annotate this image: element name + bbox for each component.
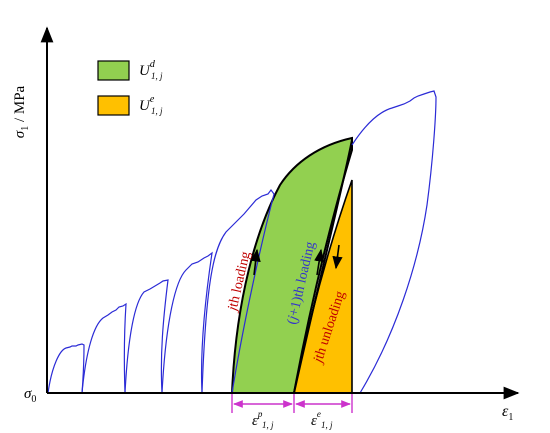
elastic-strain-label: εe1, j <box>311 409 333 430</box>
unloading-line <box>293 139 353 394</box>
legend-label-dissipated: Ud 1, j <box>139 59 163 81</box>
loading-cycle-3 <box>124 279 169 394</box>
dissipated-energy-area <box>230 136 353 394</box>
legend-label-elastic: Ue 1, j <box>139 94 163 116</box>
loading-cycle-2 <box>81 302 127 394</box>
loading-cycle-4 <box>161 251 213 394</box>
legend-swatch-dissipated <box>97 60 130 81</box>
legend: Ud 1, j Ue 1, j <box>97 59 163 116</box>
plastic-strain-label: εp1, j <box>252 409 274 430</box>
strain-dimensions <box>231 394 353 413</box>
y-axis-label: σ1 / MPa <box>12 85 31 138</box>
jth-unloading-arrow <box>332 244 343 270</box>
legend-swatch-elastic <box>97 95 130 116</box>
loading-cycle-5 <box>201 189 275 394</box>
svg-text:σ1 / MPa: σ1 / MPa <box>12 85 31 138</box>
origin-label: σ0 <box>24 386 36 405</box>
j1-loading-arrow <box>314 248 325 276</box>
jth-loading-arrow <box>250 248 261 276</box>
loading-cycle-8 <box>351 90 437 394</box>
stress-strain-curves <box>47 90 437 394</box>
x-axis-label: ε1 <box>502 403 513 423</box>
loading-cycle-1 <box>47 343 85 394</box>
